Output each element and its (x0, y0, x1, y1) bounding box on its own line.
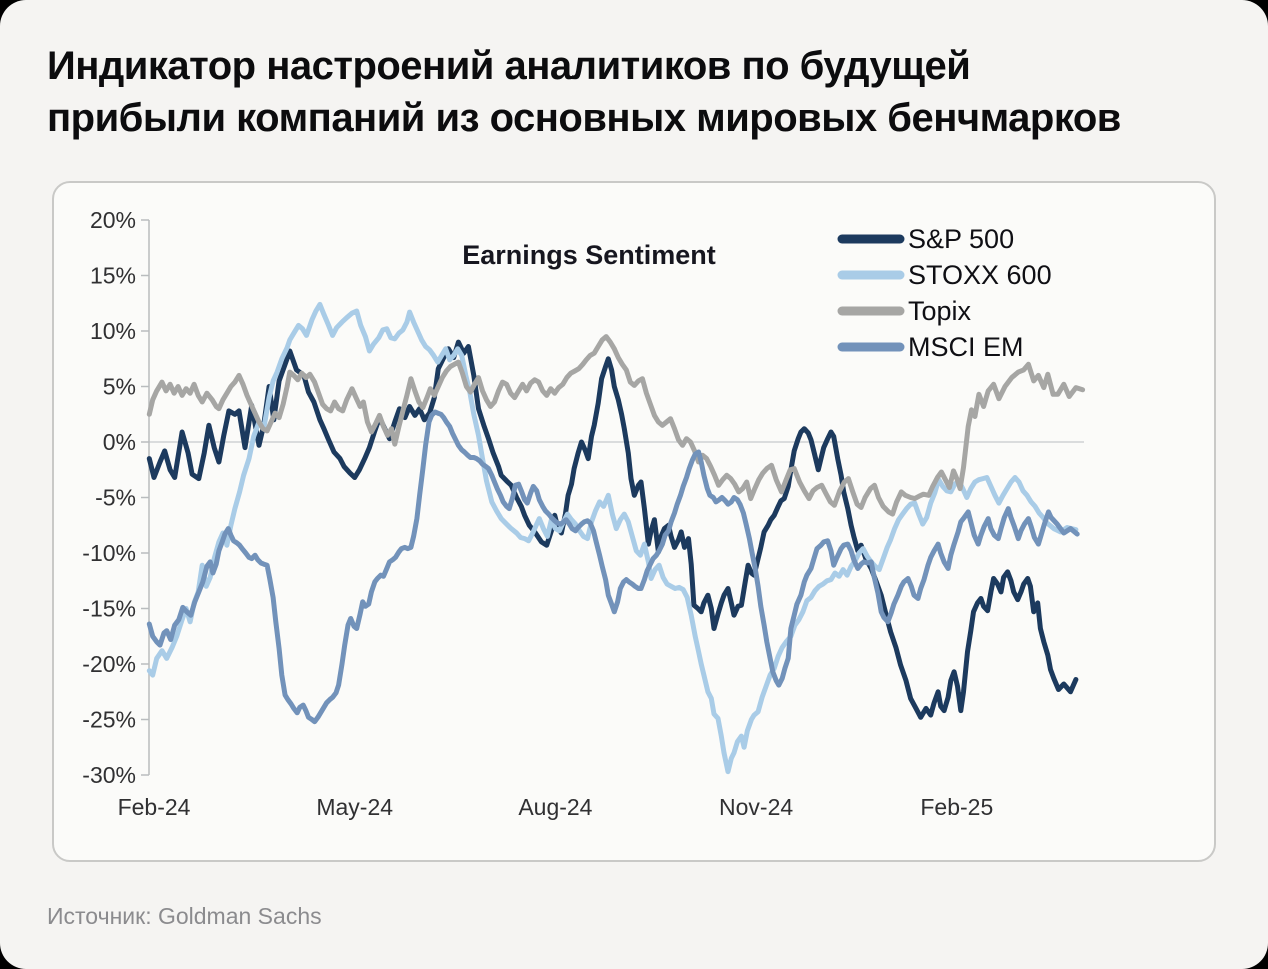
x-tick-label: Feb-25 (920, 794, 993, 820)
x-tick-label: Aug-24 (518, 794, 592, 820)
series-line-s-p-500 (146, 339, 1079, 720)
chart-panel: 20% 15% 10% 5% 0% -5% -10% -15% -20% -25% -30% Feb-… (52, 181, 1216, 862)
y-tick-label: 5% (103, 374, 136, 400)
legend-label: S&P 500 (908, 224, 1014, 254)
y-tick-label: -10% (82, 540, 136, 566)
legend-label: Topix (908, 296, 972, 326)
x-tick-label: May-24 (316, 794, 393, 820)
y-tick-label: 10% (90, 318, 136, 344)
x-tick-label: Nov-24 (719, 794, 793, 820)
y-tick-label: 15% (90, 263, 136, 289)
y-tick-label: 0% (103, 429, 136, 455)
y-tick-label: 20% (90, 207, 136, 233)
series-line-topix (146, 334, 1086, 517)
chart-title: Earnings Sentiment (462, 240, 716, 270)
legend-label: STOXX 600 (908, 260, 1052, 290)
series-line-stoxx-600 (146, 301, 1079, 775)
page-title: Индикатор настроений аналитиков по будущ… (47, 40, 1227, 144)
x-tick-label: Feb-24 (118, 794, 191, 820)
y-tick-label: -30% (82, 762, 136, 788)
y-tick-label: -25% (82, 707, 136, 733)
y-tick-label: -20% (82, 651, 136, 677)
page-title-line-2: прибыли компаний из основных мировых бен… (47, 96, 1121, 140)
y-tick-label: -15% (82, 596, 136, 622)
series-line-msci-em (146, 409, 1080, 725)
page-title-line-1: Индикатор настроений аналитиков по будущ… (47, 44, 971, 88)
legend-label: MSCI EM (908, 332, 1024, 362)
y-tick-label: -5% (95, 485, 136, 511)
source-caption: Источник: Goldman Sachs (47, 903, 322, 929)
earnings-sentiment-chart: 20% 15% 10% 5% 0% -5% -10% -15% -20% -25% -30% Feb-… (82, 207, 1086, 820)
